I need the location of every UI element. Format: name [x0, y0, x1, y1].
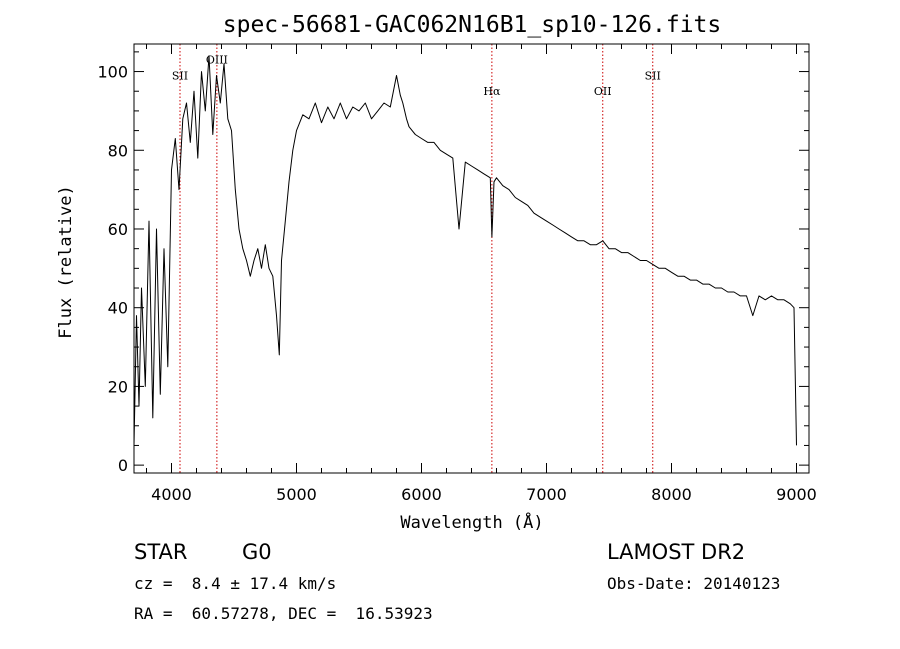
chart-title: spec-56681-GAC062N16B1_sp10-126.fits — [223, 12, 722, 38]
spectrum-line — [133, 55, 797, 446]
spectrum-series — [133, 55, 797, 446]
object-subclass: G0 — [242, 540, 272, 564]
y-axis-label: Flux (relative) — [56, 185, 76, 339]
emission-line-label: OII — [594, 85, 612, 98]
y-tick-label: 40 — [108, 299, 128, 318]
x-tick-label: 4000 — [151, 485, 192, 504]
emission-line-label: SII — [645, 69, 661, 82]
emission-line-markers: SII OIII Hα OII SII — [172, 44, 661, 473]
x-tick-label: 5000 — [276, 485, 317, 504]
x-tick-label: 7000 — [526, 485, 567, 504]
emission-line-label: SII — [172, 69, 188, 82]
emission-line-label: Hα — [483, 85, 501, 98]
x-tick-label: 6000 — [401, 485, 442, 504]
chart-axes: 4000 5000 6000 7000 8000 9000 0 20 40 60 80 100 — [97, 43, 817, 504]
y-tick-label: 20 — [108, 377, 128, 396]
y-tick-label: 100 — [97, 63, 128, 82]
redshift-text: cz = 8.4 ± 17.4 km/s — [134, 574, 337, 593]
obs-date-text: Obs-Date: 20140123 — [607, 574, 781, 593]
x-tick-label: 9000 — [776, 485, 817, 504]
survey-name: LAMOST DR2 — [607, 540, 746, 564]
coordinates-text: RA = 60.57278, DEC = 16.53923 — [134, 604, 433, 623]
y-tick-label: 0 — [118, 456, 128, 475]
x-axis-label: Wavelength (Å) — [400, 511, 543, 533]
x-tick-label: 8000 — [651, 485, 692, 504]
plot-frame — [133, 43, 810, 474]
y-tick-label: 80 — [108, 141, 128, 160]
y-tick-label: 60 — [108, 220, 128, 239]
object-class: STAR — [134, 540, 188, 564]
emission-line-label: OIII — [206, 54, 228, 67]
